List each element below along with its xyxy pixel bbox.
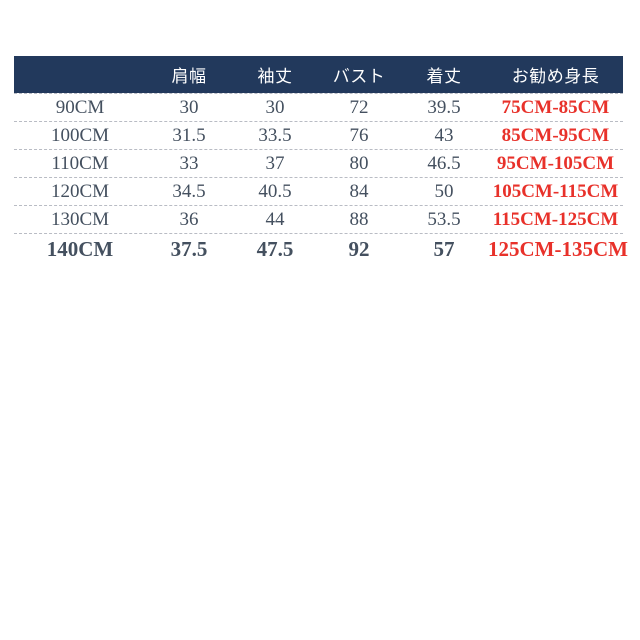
cell-recommended-height: 105CM-115CM <box>492 180 619 202</box>
table-row: 90CM 30 30 72 39.5 75CM-85CM <box>14 93 623 121</box>
cell-length: 53.5 <box>427 208 461 230</box>
cell-size: 130CM <box>50 208 110 230</box>
table-row: 130CM 36 44 88 53.5 115CM-125CM <box>14 205 623 233</box>
table-row: 110CM 33 37 80 46.5 95CM-105CM <box>14 149 623 177</box>
cell-bust: 76 <box>349 124 369 146</box>
cell-sleeve: 47.5 <box>256 237 294 261</box>
column-header-bust: バスト <box>332 67 386 87</box>
cell-bust: 84 <box>349 180 369 202</box>
cell-length: 57 <box>433 237 455 261</box>
cell-size: 100CM <box>50 124 110 146</box>
cell-bust: 80 <box>349 152 369 174</box>
cell-size: 140CM <box>46 237 114 261</box>
cell-bust: 88 <box>349 208 369 230</box>
cell-recommended-height: 75CM-85CM <box>501 96 610 118</box>
column-header-sleeve-length: 袖丈 <box>257 67 293 87</box>
cell-shoulder: 30 <box>179 96 199 118</box>
cell-sleeve: 44 <box>265 208 285 230</box>
column-header-recommended-height: お勧め身長 <box>511 67 600 87</box>
cell-recommended-height: 85CM-95CM <box>501 124 610 146</box>
cell-shoulder: 36 <box>179 208 199 230</box>
cell-length: 39.5 <box>427 96 461 118</box>
cell-recommended-height: 115CM-125CM <box>492 208 619 230</box>
cell-sleeve: 30 <box>265 96 285 118</box>
column-header-shoulder-width: 肩幅 <box>171 67 207 87</box>
cell-length: 46.5 <box>427 152 461 174</box>
table-row: 140CM 37.5 47.5 92 57 125CM-135CM <box>14 233 628 265</box>
cell-size: 90CM <box>55 96 105 118</box>
cell-sleeve: 37 <box>265 152 285 174</box>
column-header-garment-length: 着丈 <box>426 67 462 87</box>
cell-recommended-height: 95CM-105CM <box>496 152 615 174</box>
cell-recommended-height: 125CM-135CM <box>488 237 628 261</box>
table-row: 100CM 31.5 33.5 76 43 85CM-95CM <box>14 121 623 149</box>
table-header-row: 肩幅 袖丈 バスト 着丈 お勧め身長 <box>14 56 623 93</box>
cell-length: 50 <box>434 180 454 202</box>
cell-shoulder: 31.5 <box>172 124 206 146</box>
cell-bust: 92 <box>348 237 370 261</box>
cell-sleeve: 40.5 <box>258 180 292 202</box>
cell-sleeve: 33.5 <box>258 124 292 146</box>
table-row: 120CM 34.5 40.5 84 50 105CM-115CM <box>14 177 623 205</box>
cell-bust: 72 <box>349 96 369 118</box>
cell-length: 43 <box>434 124 454 146</box>
cell-shoulder: 33 <box>179 152 199 174</box>
table-body: 90CM 30 30 72 39.5 75CM-85CM 100CM 31.5 … <box>14 93 628 265</box>
cell-shoulder: 34.5 <box>172 180 206 202</box>
cell-size: 110CM <box>51 152 109 174</box>
cell-shoulder: 37.5 <box>170 237 208 261</box>
cell-size: 120CM <box>50 180 110 202</box>
